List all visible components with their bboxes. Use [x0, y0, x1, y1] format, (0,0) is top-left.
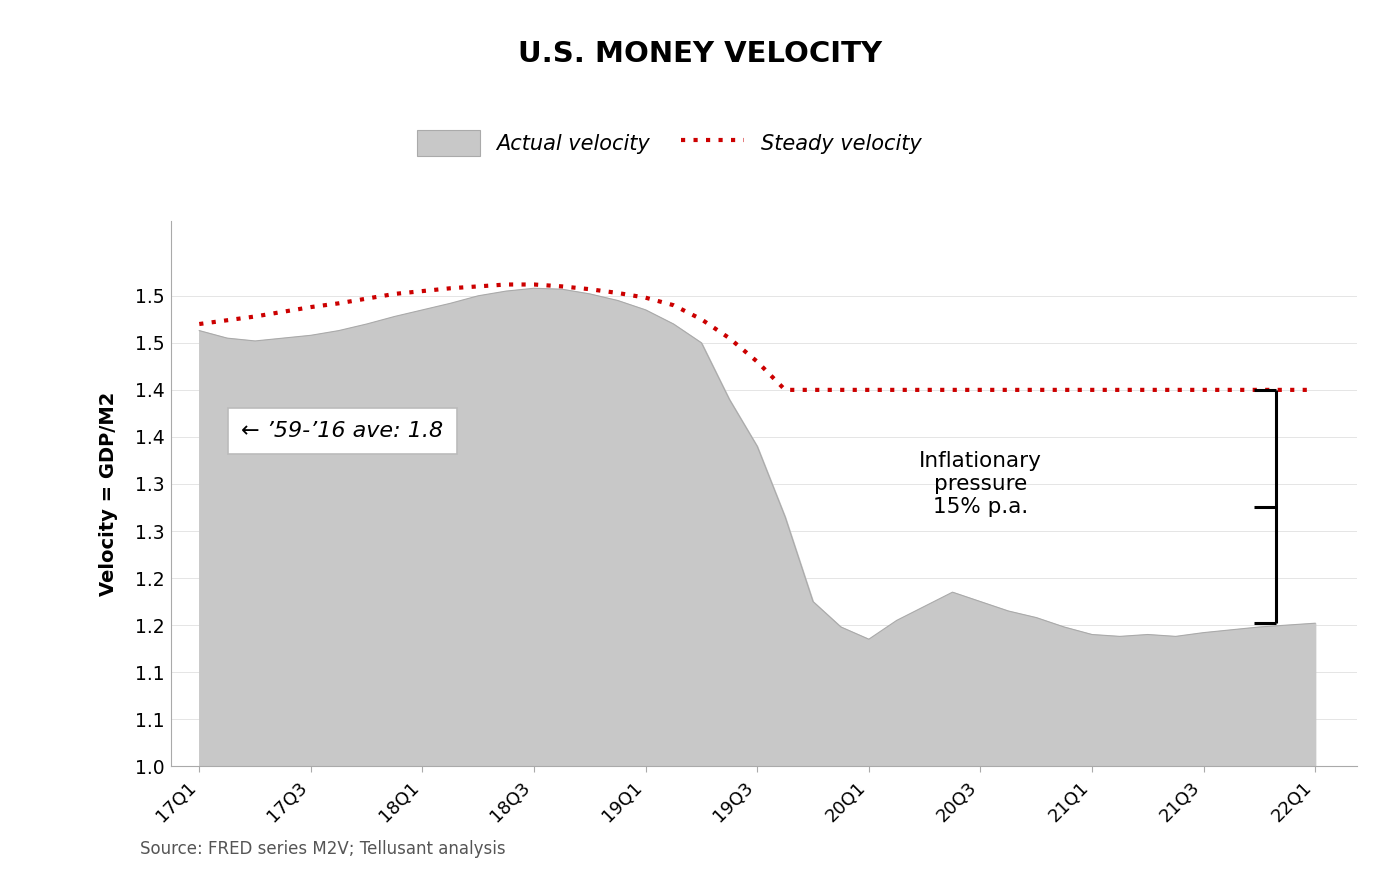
Text: Inflationary
pressure
15% p.a.: Inflationary pressure 15% p.a.: [918, 450, 1042, 517]
Text: ← ’59-’16 ave: 1.8: ← ’59-’16 ave: 1.8: [241, 421, 444, 441]
Text: U.S. MONEY VELOCITY: U.S. MONEY VELOCITY: [518, 40, 882, 68]
Text: Source: FRED series M2V; Tellusant analysis: Source: FRED series M2V; Tellusant analy…: [140, 841, 505, 858]
Y-axis label: Velocity = GDP/M2: Velocity = GDP/M2: [99, 391, 118, 596]
Legend: Actual velocity, Steady velocity: Actual velocity, Steady velocity: [409, 122, 930, 164]
